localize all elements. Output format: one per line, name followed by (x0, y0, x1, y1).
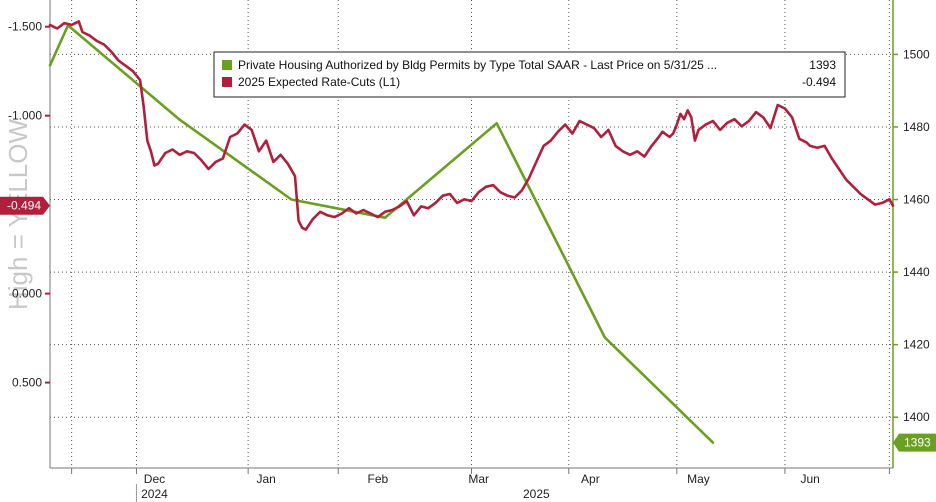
left-tick-label: -1.000 (8, 109, 42, 123)
right-tick-label: 1440 (903, 265, 930, 279)
x-tick-label: Apr (581, 472, 600, 486)
legend-swatch-rate-cuts (222, 77, 232, 87)
x-tick-label: Jun (800, 472, 819, 486)
rate-cuts-last-value-badge: -0.494 (0, 196, 50, 215)
legend-swatch-housing (222, 60, 232, 70)
x-year-label: 2025 (523, 487, 550, 501)
x-axis-ticks: Dec Jan Feb Mar Apr May Jun 2024 2025 (71, 468, 890, 502)
right-tick-label: 1400 (903, 410, 930, 424)
housing-last-value-badge: 1393 (893, 433, 936, 452)
x-tick-label: Dec (144, 472, 165, 486)
series-layer (48, 20, 895, 444)
legend-box (213, 51, 846, 98)
housing-permits-line (48, 24, 715, 444)
x-tick-label: May (687, 472, 710, 486)
right-tick-label: 1500 (903, 47, 930, 61)
left-tick-label: -1.500 (8, 20, 42, 34)
left-tick-label: 0.500 (12, 376, 42, 390)
housing-badge-shape (893, 433, 936, 452)
right-tick-label: 1480 (903, 120, 930, 134)
legend-value-housing: 1393 (809, 58, 836, 72)
x-year-label: 2024 (141, 487, 168, 501)
housing-badge-text: 1393 (904, 436, 931, 450)
rate-cuts-line (48, 20, 895, 231)
rate-cuts-badge-shape (0, 196, 50, 215)
x-tick-label: Mar (468, 472, 489, 486)
right-axis-ticks: 1500 1480 1460 1440 1420 1400 (893, 47, 930, 424)
rate-cuts-badge-text: -0.494 (7, 199, 41, 213)
legend-label-rate-cuts: 2025 Expected Rate-Cuts (L1) (238, 75, 400, 89)
right-tick-label: 1460 (903, 193, 930, 207)
left-axis-ticks: -1.500 -1.000 0.000 0.500 (8, 20, 50, 390)
left-tick-label: 0.000 (12, 287, 42, 301)
right-tick-label: 1420 (903, 338, 930, 352)
legend-value-rate-cuts: -0.494 (802, 75, 836, 89)
legend-label-housing: Private Housing Authorized by Bldg Permi… (238, 58, 717, 72)
legend: Private Housing Authorized by Bldg Permi… (213, 51, 846, 98)
x-tick-label: Feb (367, 472, 388, 486)
x-tick-label: Jan (256, 472, 275, 486)
